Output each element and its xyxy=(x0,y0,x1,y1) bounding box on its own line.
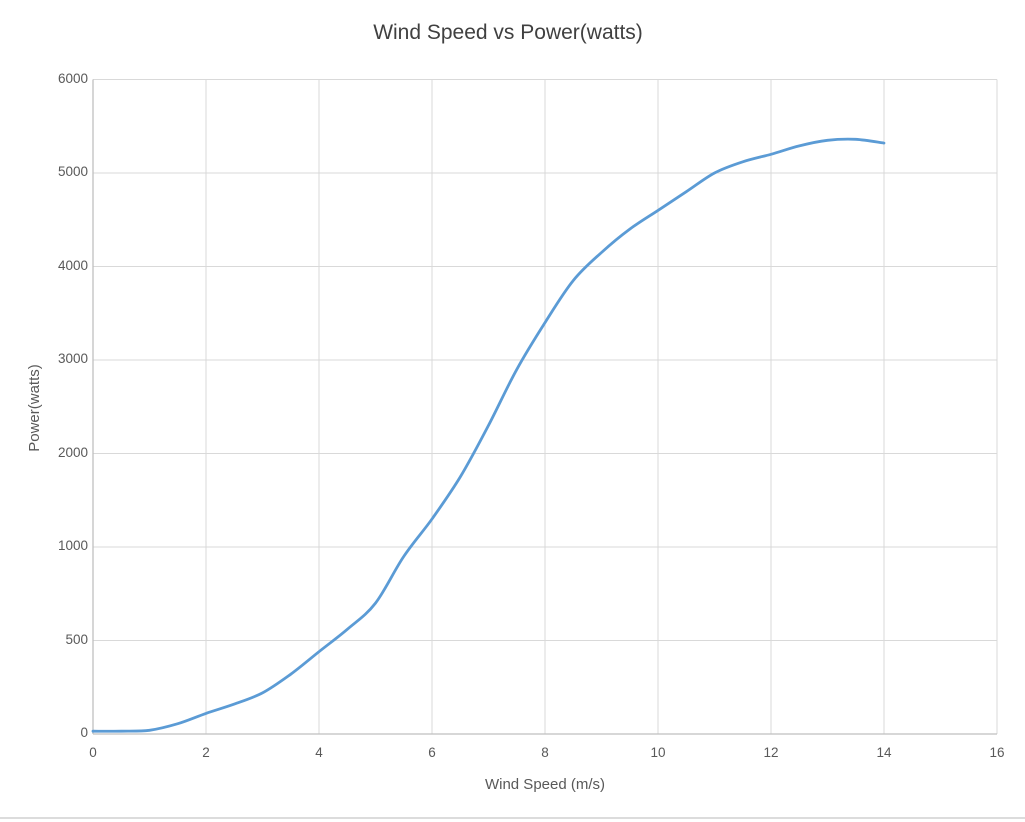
x-tick-label: 0 xyxy=(89,745,97,760)
y-tick-label: 2000 xyxy=(57,444,88,460)
x-tick-label: 14 xyxy=(876,745,892,760)
x-tick-label: 12 xyxy=(763,745,779,760)
y-tick-label: 5000 xyxy=(57,164,88,179)
y-tick-label: 1000 xyxy=(57,538,88,553)
power-series-line xyxy=(91,137,886,733)
x-tick-label: 2 xyxy=(202,745,210,760)
x-tick-label: 16 xyxy=(989,745,1005,760)
y-tick-label: 3000 xyxy=(57,351,88,366)
x-tick-label: 8 xyxy=(541,745,549,760)
chart-title: Wind Speed vs Power(watts) xyxy=(373,21,643,44)
x-tick-label: 6 xyxy=(428,745,436,760)
x-tick-label: 4 xyxy=(315,745,323,760)
y-tick-label: 6000 xyxy=(57,70,88,86)
page-bottom-divider xyxy=(0,817,1025,819)
x-tick-label: 10 xyxy=(650,745,666,760)
y-tick-label: 4000 xyxy=(57,257,88,273)
gridlines xyxy=(93,79,998,734)
y-axis-title: Power(watts) xyxy=(26,364,43,452)
y-tick-label: 500 xyxy=(65,631,88,647)
x-axis-title: Wind Speed (m/s) xyxy=(484,776,606,793)
y-tick-label: 0 xyxy=(80,725,88,740)
